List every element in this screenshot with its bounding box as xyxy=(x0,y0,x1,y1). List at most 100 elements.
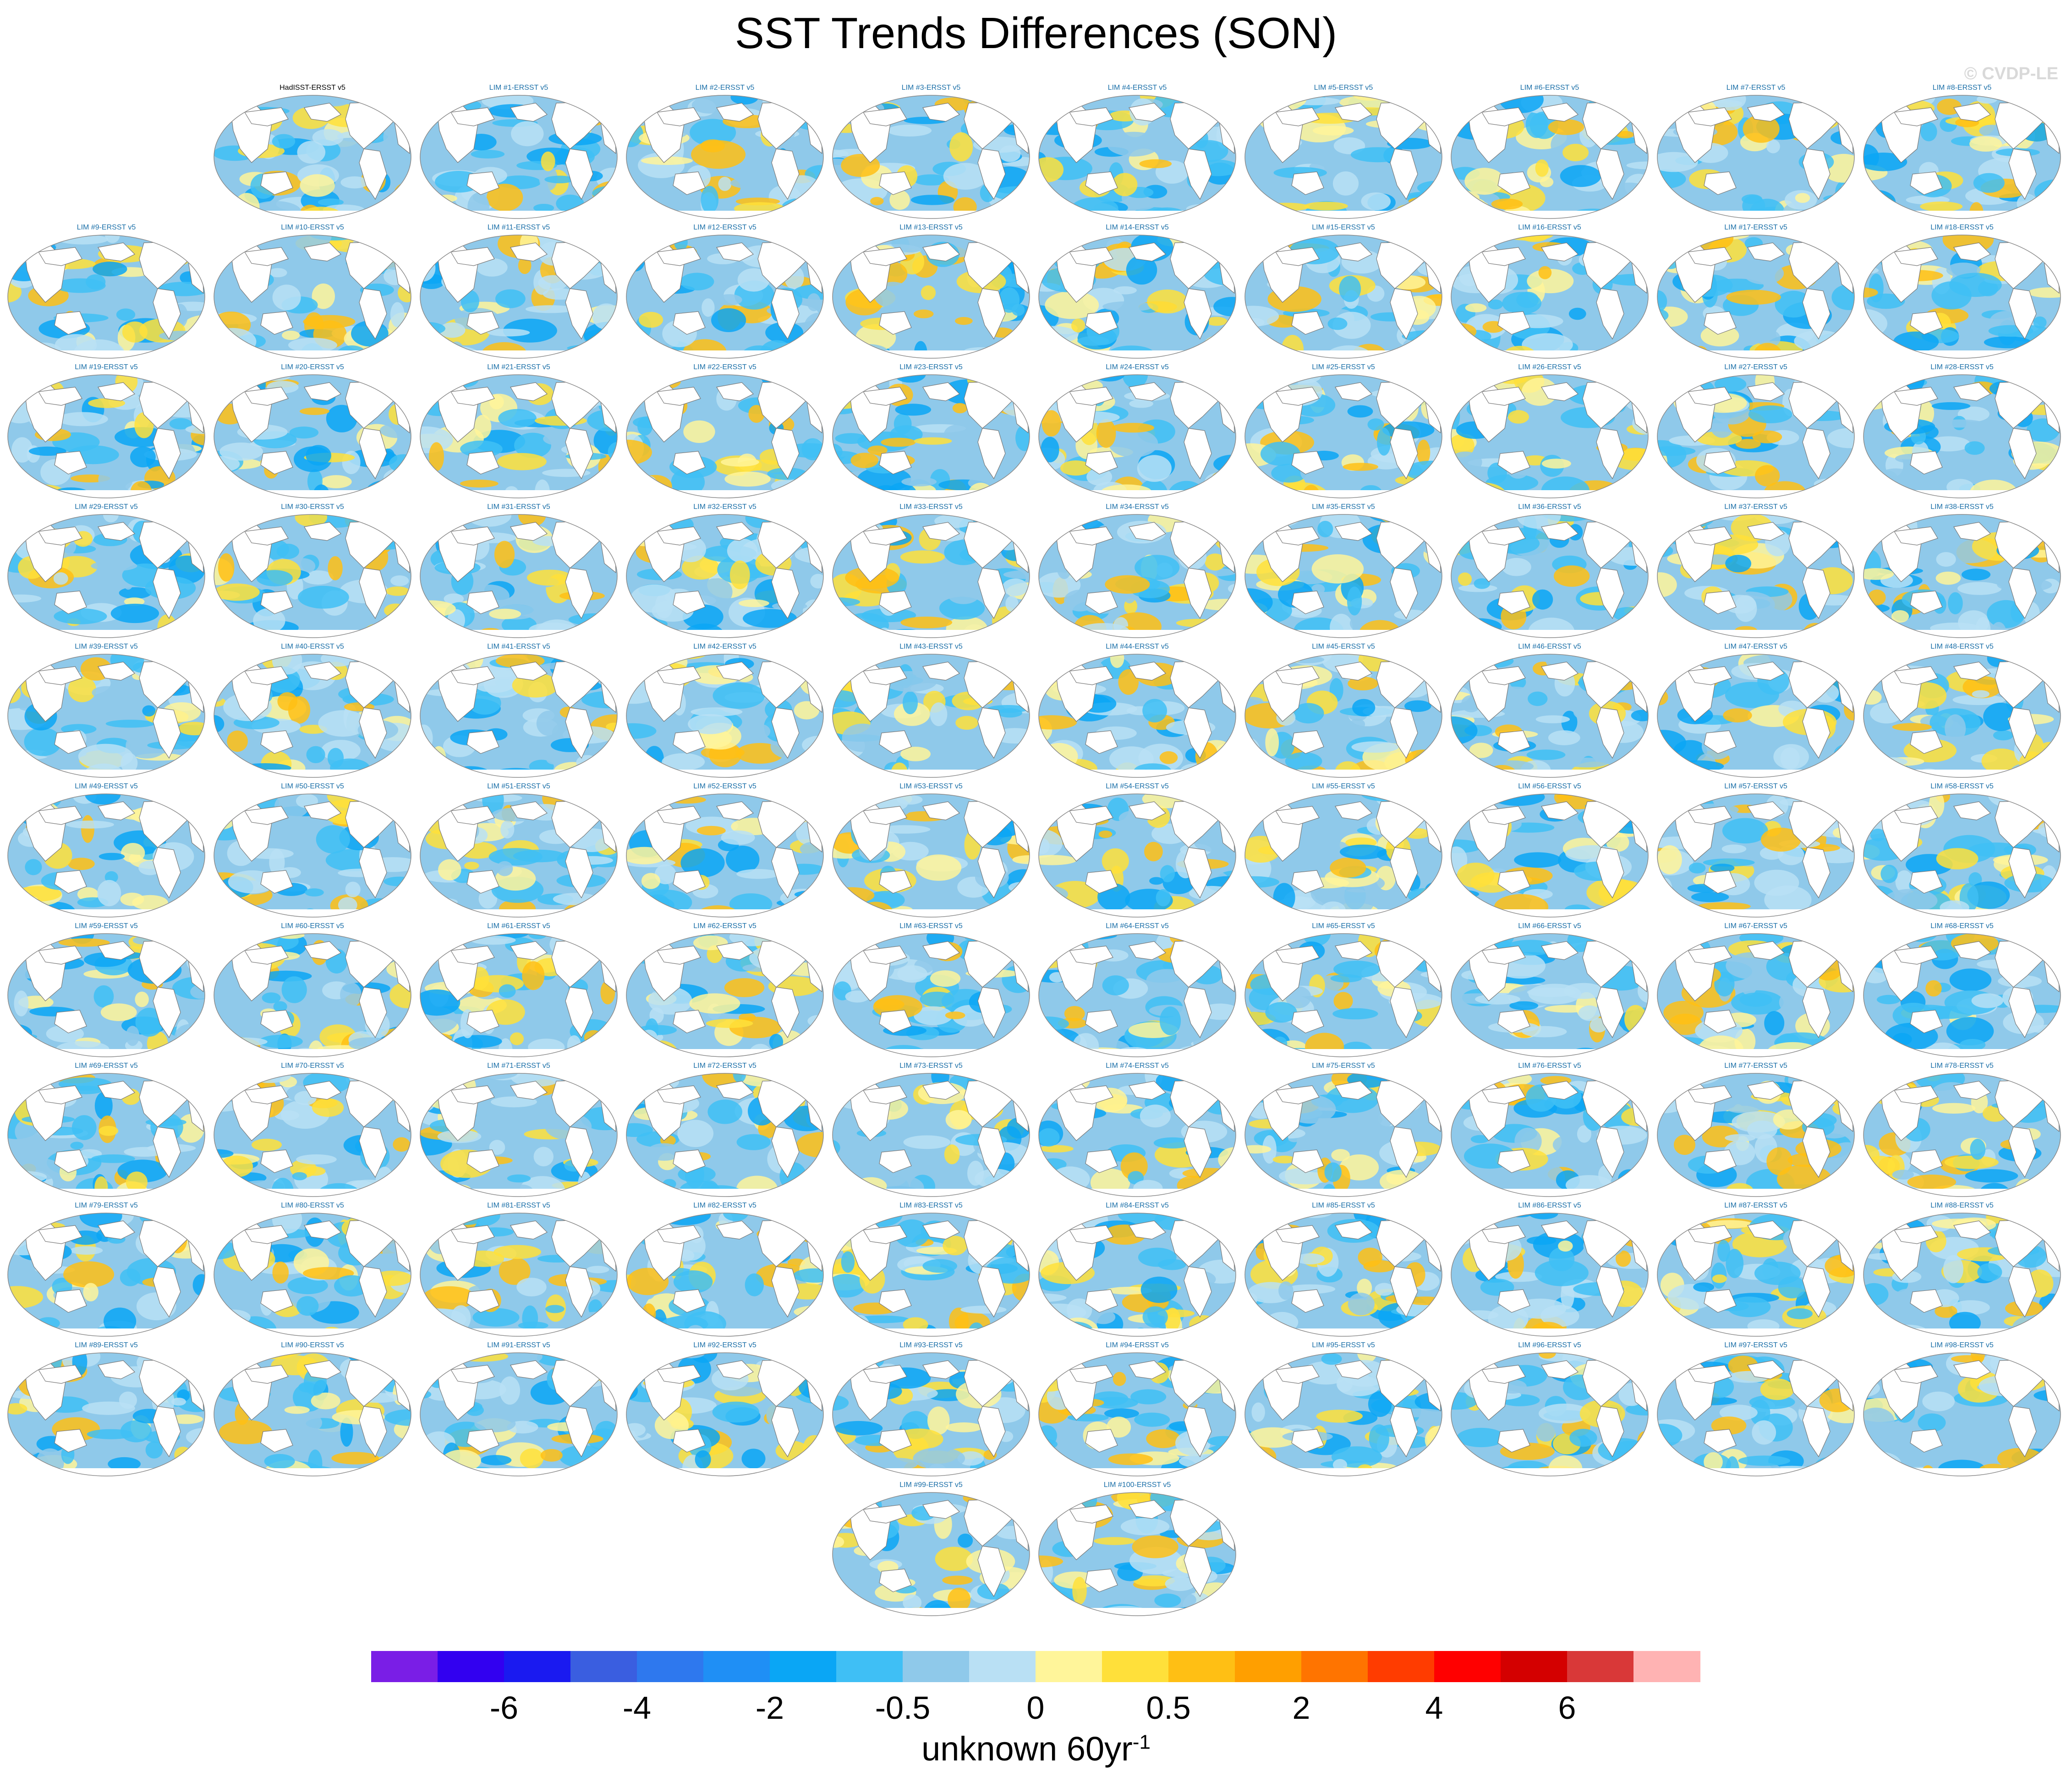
anomaly-patch xyxy=(1330,858,1366,878)
anomaly-patch xyxy=(781,1188,811,1197)
anomaly-patch xyxy=(120,1268,141,1286)
sst-map xyxy=(420,654,618,778)
land-mass xyxy=(1688,806,1732,825)
anomaly-patch xyxy=(119,587,152,599)
sst-map xyxy=(420,514,618,638)
anomaly-patch xyxy=(2051,95,2061,119)
land-mass xyxy=(1184,568,1212,619)
map-panel: LIM #52-ERSST v5 xyxy=(625,782,825,920)
map-panel: LIM #63-ERSST v5 xyxy=(831,922,1031,1060)
anomaly-patch xyxy=(1535,715,1570,723)
land-mass xyxy=(1596,1126,1624,1178)
land-mass xyxy=(1704,870,1737,894)
anomaly-patch xyxy=(1806,794,1828,799)
anomaly-patch xyxy=(253,608,285,633)
anomaly-patch xyxy=(1925,980,1942,997)
anomaly-patch xyxy=(1600,626,1642,638)
anomaly-patch xyxy=(1001,1326,1021,1336)
map-outline xyxy=(1038,95,1236,219)
sst-map xyxy=(1451,95,1649,219)
anomaly-patch xyxy=(223,105,241,115)
anomaly-patch xyxy=(496,861,513,876)
land-mass xyxy=(977,987,1006,1039)
land-mass xyxy=(1802,1126,1831,1178)
anomaly-patch xyxy=(1463,330,1491,343)
anomaly-patch xyxy=(889,235,932,253)
sst-map xyxy=(1038,933,1236,1057)
anomaly-patch xyxy=(2040,493,2061,498)
anomaly-patch xyxy=(736,1134,771,1150)
land-mass xyxy=(1497,730,1530,754)
land-mass xyxy=(1481,247,1526,266)
anomaly-patch xyxy=(1952,694,2006,705)
land-mass xyxy=(98,661,136,681)
anomaly-patch xyxy=(1669,574,1714,588)
sst-map xyxy=(1657,654,1855,778)
land-mass xyxy=(359,987,387,1039)
land-mass xyxy=(977,568,1006,619)
anomaly-patch xyxy=(1184,95,1236,107)
land-mass xyxy=(922,1081,960,1100)
anomaly-patch xyxy=(1045,1076,1060,1092)
land-mass xyxy=(510,661,548,681)
anomaly-patch xyxy=(1153,1137,1192,1149)
anomaly-patch xyxy=(711,308,746,332)
anomaly-patch xyxy=(1528,691,1548,706)
anomaly-patch xyxy=(1107,131,1161,157)
panel-title: LIM #75-ERSST v5 xyxy=(1312,1062,1375,1070)
anomaly-patch xyxy=(382,794,403,808)
anomaly-patch xyxy=(302,570,334,585)
anomaly-patch xyxy=(1821,905,1854,917)
land-mass xyxy=(771,1266,800,1318)
land-mass xyxy=(304,382,342,401)
anomaly-patch xyxy=(1337,889,1375,915)
anomaly-patch xyxy=(1016,906,1030,915)
anomaly-patch xyxy=(1285,752,1322,771)
anomaly-patch xyxy=(1726,290,1781,305)
anomaly-patch xyxy=(1039,1082,1069,1095)
sst-map xyxy=(1244,95,1442,219)
panel-title: HadISST-ERSST v5 xyxy=(280,84,345,92)
anomaly-patch xyxy=(489,608,521,619)
anomaly-patch xyxy=(24,727,62,756)
panel-title: LIM #70-ERSST v5 xyxy=(281,1062,344,1070)
map-panel: LIM #6-ERSST v5 xyxy=(1450,84,1650,221)
anomaly-patch xyxy=(1128,1171,1144,1185)
land-mass xyxy=(359,288,387,340)
land-mass xyxy=(466,451,499,475)
land-mass xyxy=(673,730,706,754)
anomaly-patch xyxy=(68,676,96,702)
anomaly-patch xyxy=(8,1083,37,1096)
panel-title: LIM #7-ERSST v5 xyxy=(1726,84,1786,92)
anomaly-patch xyxy=(1801,490,1845,498)
map-panel: LIM #84-ERSST v5 xyxy=(1037,1202,1237,1339)
anomaly-patch xyxy=(1996,794,2051,800)
anomaly-patch xyxy=(1176,618,1218,627)
anomaly-patch xyxy=(92,686,121,699)
land-mass xyxy=(977,1126,1006,1178)
anomaly-patch xyxy=(727,538,758,563)
land-mass xyxy=(1481,806,1526,825)
panel-title: LIM #73-ERSST v5 xyxy=(899,1062,963,1070)
anomaly-patch xyxy=(1377,427,1391,456)
land-mass xyxy=(1275,526,1320,546)
anomaly-patch xyxy=(1541,459,1571,469)
land-mass xyxy=(1275,247,1320,266)
land-mass xyxy=(244,247,289,266)
anomaly-patch xyxy=(600,1306,617,1322)
map-panel: LIM #73-ERSST v5 xyxy=(831,1062,1031,1199)
anomaly-patch xyxy=(85,794,121,805)
sst-map xyxy=(1451,933,1649,1057)
map-outline xyxy=(1451,95,1649,219)
anomaly-patch xyxy=(1868,589,1886,606)
anomaly-patch xyxy=(2044,514,2061,520)
anomaly-patch xyxy=(960,1306,1007,1314)
anomaly-patch xyxy=(2005,628,2039,638)
map-panel: LIM #66-ERSST v5 xyxy=(1450,922,1650,1060)
anomaly-patch xyxy=(1867,293,1905,309)
sst-map xyxy=(1657,514,1855,638)
anomaly-patch xyxy=(116,308,136,321)
panel-title: LIM #3-ERSST v5 xyxy=(901,84,961,92)
anomaly-patch xyxy=(173,1082,205,1092)
anomaly-patch xyxy=(1475,994,1520,1005)
